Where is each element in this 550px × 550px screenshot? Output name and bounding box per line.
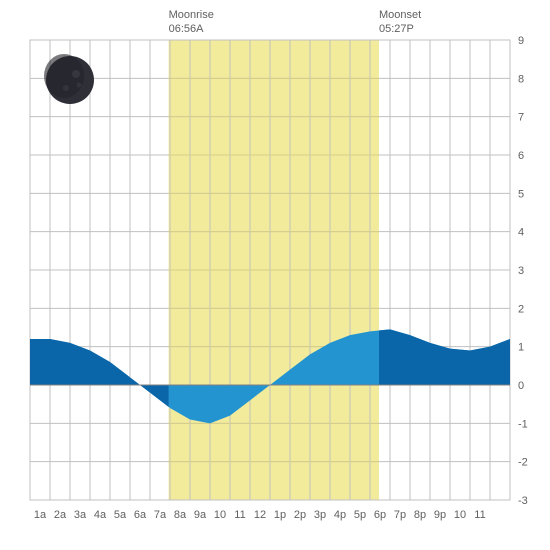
x-tick-label: 11 bbox=[474, 509, 485, 521]
x-tick-label: 2a bbox=[54, 509, 67, 521]
moonrise-label: Moonrise bbox=[169, 9, 214, 21]
chart-svg: -3-2-101234567891a2a3a4a5a6a7a8a9a101112… bbox=[0, 0, 550, 550]
tide-chart: -3-2-101234567891a2a3a4a5a6a7a8a9a101112… bbox=[0, 0, 550, 550]
y-tick-label: -1 bbox=[518, 418, 528, 430]
x-tick-label: 11 bbox=[234, 509, 245, 521]
x-tick-label: 5a bbox=[114, 509, 127, 521]
x-tick-label: 12 bbox=[254, 509, 266, 521]
x-tick-label: 10 bbox=[214, 509, 226, 521]
x-tick-label: 10 bbox=[454, 509, 466, 521]
y-tick-label: 3 bbox=[518, 265, 524, 277]
x-tick-label: 4p bbox=[334, 509, 346, 521]
moonset-label: Moonset bbox=[379, 9, 421, 21]
x-tick-label: 3a bbox=[74, 509, 87, 521]
y-tick-label: -3 bbox=[518, 495, 528, 507]
y-tick-label: 1 bbox=[518, 342, 524, 354]
y-tick-label: 5 bbox=[518, 188, 524, 200]
x-tick-label: 7a bbox=[154, 509, 167, 521]
x-tick-label: 3p bbox=[314, 509, 326, 521]
x-tick-label: 9p bbox=[434, 509, 446, 521]
moonset-time: 05:27P bbox=[379, 23, 414, 35]
x-tick-label: 4a bbox=[94, 509, 107, 521]
y-tick-label: 7 bbox=[518, 112, 524, 124]
x-tick-label: 6a bbox=[134, 509, 147, 521]
x-tick-label: 1a bbox=[34, 509, 47, 521]
x-tick-label: 6p bbox=[374, 509, 386, 521]
x-tick-label: 7p bbox=[394, 509, 406, 521]
y-tick-label: 2 bbox=[518, 303, 524, 315]
x-tick-label: 1p bbox=[274, 509, 286, 521]
y-tick-label: 0 bbox=[518, 380, 524, 392]
x-tick-label: 8a bbox=[174, 509, 187, 521]
y-tick-label: 8 bbox=[518, 73, 524, 85]
x-tick-label: 8p bbox=[414, 509, 426, 521]
x-tick-label: 5p bbox=[354, 509, 366, 521]
y-tick-label: 4 bbox=[518, 227, 524, 239]
moonrise-time: 06:56A bbox=[169, 23, 205, 35]
y-tick-label: -2 bbox=[518, 457, 528, 469]
y-tick-label: 6 bbox=[518, 150, 524, 162]
y-tick-label: 9 bbox=[518, 35, 524, 47]
x-tick-label: 2p bbox=[294, 509, 306, 521]
x-tick-label: 9a bbox=[194, 509, 207, 521]
